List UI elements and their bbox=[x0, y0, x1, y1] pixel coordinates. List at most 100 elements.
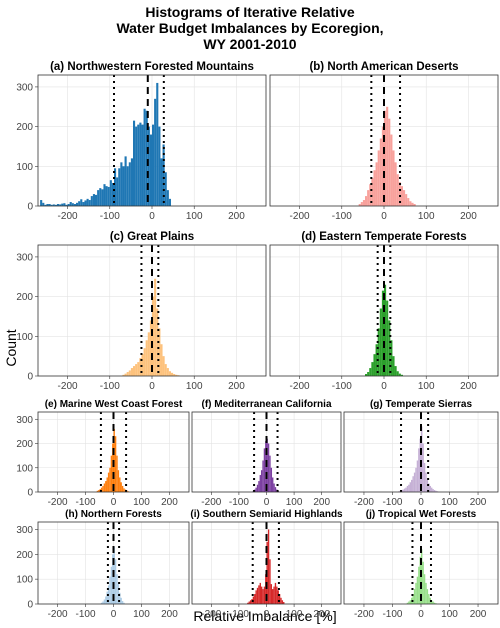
x-tick-label: 100 bbox=[286, 609, 303, 620]
histogram-bar bbox=[164, 172, 167, 206]
histogram-bar bbox=[105, 596, 107, 604]
histogram-bar bbox=[160, 158, 163, 206]
x-tick-label: 0 bbox=[381, 381, 387, 392]
histogram-bar bbox=[105, 186, 108, 206]
histogram-bar bbox=[360, 202, 363, 206]
histogram-bar bbox=[396, 371, 399, 376]
histogram-bar bbox=[426, 589, 429, 604]
histogram-bar bbox=[130, 368, 133, 376]
histogram-bar bbox=[400, 186, 403, 206]
panel-3: (c) Great Plains -200 -100 0 100 200 0 100 200 30… bbox=[16, 231, 267, 392]
histogram-bar bbox=[156, 82, 159, 206]
histogram-bar bbox=[86, 198, 89, 206]
y-tick-label: 300 bbox=[16, 252, 33, 263]
histogram-bar bbox=[367, 372, 370, 376]
histogram-bar bbox=[254, 594, 256, 604]
histogram-bar bbox=[100, 487, 103, 492]
panel-5: (e) Marine West Coast Forest -200 -100 0 100… bbox=[16, 399, 190, 508]
histogram-bars bbox=[358, 106, 416, 206]
panels: (a) Northwestern Forested Mountains-200-… bbox=[16, 61, 499, 620]
histogram-bar bbox=[432, 489, 434, 492]
panel-title: (b) North American Deserts bbox=[309, 61, 458, 73]
histogram-bar bbox=[274, 487, 277, 492]
x-tick-label: 200 bbox=[460, 381, 477, 392]
histogram-bar bbox=[392, 150, 395, 206]
x-tick-label: 100 bbox=[186, 211, 203, 222]
histogram-bar bbox=[276, 586, 278, 604]
histogram-bars bbox=[122, 278, 180, 376]
histogram-bar bbox=[384, 284, 387, 376]
histogram-bar bbox=[133, 366, 136, 376]
x-tick-label: -200 bbox=[354, 497, 374, 508]
histogram-bar bbox=[270, 467, 273, 492]
histogram-bar bbox=[423, 462, 426, 492]
histogram-bar bbox=[118, 168, 121, 206]
histogram-bar bbox=[273, 483, 275, 492]
panel-2: (b) North American Deserts -200 -100 0 100 20… bbox=[269, 61, 499, 222]
histogram-bar bbox=[258, 585, 260, 604]
histogram-bar bbox=[247, 602, 249, 604]
x-tick-label: -100 bbox=[229, 497, 249, 508]
histogram-bar bbox=[272, 589, 274, 604]
histogram-bar bbox=[110, 455, 113, 492]
x-tick-label: 100 bbox=[441, 497, 458, 508]
histogram-bar bbox=[96, 490, 99, 492]
histogram-bar bbox=[281, 600, 284, 604]
x-tick-label: 100 bbox=[418, 211, 435, 222]
figure-title-line-3: WY 2001-2010 bbox=[203, 36, 296, 52]
histogram-bar bbox=[255, 590, 257, 604]
histogram-bar bbox=[249, 600, 252, 604]
histogram-bar bbox=[171, 372, 174, 376]
x-tick-label: -200 bbox=[290, 211, 310, 222]
histogram-bar bbox=[160, 344, 163, 376]
histogram-bar bbox=[407, 198, 410, 206]
histogram-bar bbox=[369, 184, 372, 206]
panel-1: (a) Northwestern Forested Mountains -200 -… bbox=[16, 61, 267, 222]
histogram-bar bbox=[63, 203, 66, 206]
histogram-bar bbox=[103, 184, 106, 206]
histogram-bar bbox=[418, 566, 420, 604]
histogram-bar bbox=[377, 328, 380, 376]
histogram-bar bbox=[256, 484, 259, 492]
x-tick-label: 0 bbox=[111, 609, 117, 620]
histogram-bar bbox=[52, 204, 55, 206]
histogram-bar bbox=[50, 204, 53, 206]
histogram-bar bbox=[152, 124, 155, 206]
histogram-bar bbox=[103, 599, 106, 604]
histogram-bar bbox=[40, 200, 43, 206]
y-tick-label: 0 bbox=[27, 488, 33, 499]
histogram-bar bbox=[76, 202, 79, 206]
x-tick-label: -100 bbox=[229, 609, 249, 620]
histogram-bar bbox=[394, 162, 397, 206]
histogram-bar bbox=[135, 126, 138, 206]
histogram-bar bbox=[402, 489, 404, 492]
histogram-bar bbox=[106, 591, 108, 604]
histogram-bar bbox=[405, 194, 408, 206]
histogram-bar bbox=[95, 194, 98, 206]
histogram-bar bbox=[139, 122, 142, 206]
histogram-bar bbox=[408, 484, 410, 492]
histogram-bar bbox=[392, 356, 395, 376]
x-tick-label: -200 bbox=[290, 381, 310, 392]
histogram-bar bbox=[103, 483, 106, 492]
y-tick-label: 200 bbox=[16, 292, 33, 303]
histogram-bar bbox=[109, 180, 112, 206]
histogram-bar bbox=[123, 602, 125, 604]
histogram-bar bbox=[69, 202, 72, 206]
histogram-bar bbox=[102, 485, 104, 492]
histogram-bar bbox=[256, 587, 259, 604]
x-tick-label: 100 bbox=[441, 609, 458, 620]
histogram-bar bbox=[158, 328, 161, 376]
histogram-bar bbox=[277, 590, 279, 604]
histogram-bar bbox=[409, 600, 412, 604]
histogram-bar bbox=[99, 188, 102, 206]
histogram-bar bbox=[411, 202, 414, 206]
x-tick-label: 100 bbox=[186, 381, 203, 392]
histogram-bar bbox=[373, 354, 376, 376]
x-tick-label: 200 bbox=[460, 211, 477, 222]
y-tick-label: 0 bbox=[27, 372, 33, 383]
histogram-bar bbox=[175, 374, 178, 376]
histogram-bar bbox=[162, 144, 165, 206]
histogram-bar bbox=[42, 202, 45, 206]
x-tick-label: -200 bbox=[58, 381, 78, 392]
